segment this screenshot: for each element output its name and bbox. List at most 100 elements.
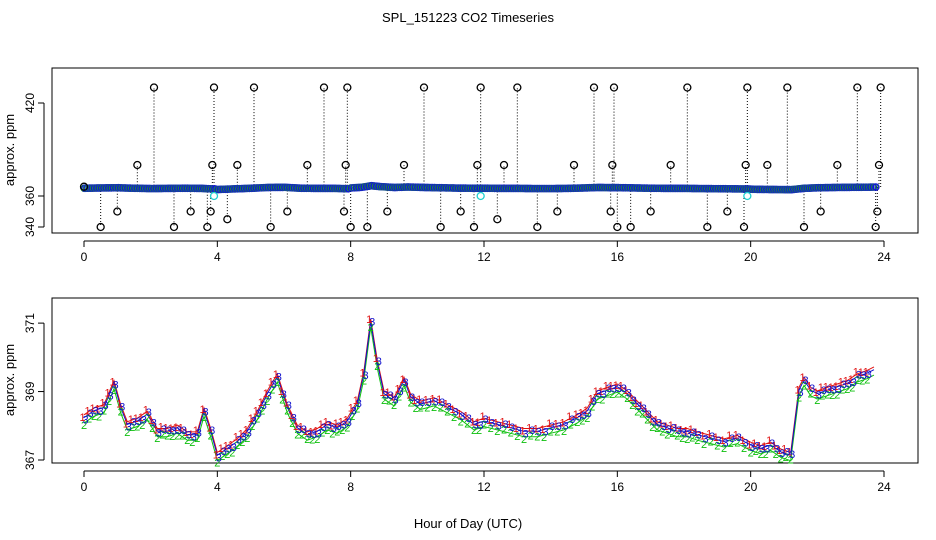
series-marker-3: 3 <box>729 433 735 445</box>
series-marker-3: 3 <box>196 428 202 440</box>
series-marker-3: 3 <box>191 432 197 444</box>
series-marker-2: 2 <box>349 411 355 423</box>
spike-point <box>343 83 352 92</box>
series-marker-2: 2 <box>859 375 865 387</box>
series-marker-1: 1 <box>633 398 639 410</box>
series-marker-1: 1 <box>833 381 839 393</box>
cyan-point <box>476 191 485 201</box>
series-marker-1: 1 <box>123 419 129 431</box>
spike-point <box>96 222 105 232</box>
series-marker-3: 3 <box>246 427 252 439</box>
series-marker-3: 3 <box>276 371 282 383</box>
series-marker-2: 2 <box>464 419 470 431</box>
series-marker-2: 2 <box>289 418 295 430</box>
spike-point <box>553 207 562 216</box>
series-marker-2: 2 <box>194 433 200 445</box>
series-marker-2: 2 <box>701 439 707 451</box>
series-marker-3: 3 <box>351 405 357 417</box>
series-marker-3: 3 <box>151 418 157 430</box>
series-marker-1: 1 <box>384 387 390 399</box>
series-marker-1: 1 <box>673 422 679 434</box>
series-marker-3: 3 <box>266 391 272 403</box>
series-marker-1: 1 <box>359 367 365 379</box>
series-marker-3: 3 <box>296 424 302 436</box>
series-marker-3: 3 <box>82 415 88 427</box>
series-marker-2: 2 <box>481 419 487 431</box>
series-marker-3: 3 <box>769 438 775 450</box>
series-marker-1: 1 <box>546 418 552 430</box>
series-marker-2: 2 <box>219 451 225 463</box>
series-marker-2: 2 <box>106 396 112 408</box>
series-marker-1: 1 <box>739 435 745 447</box>
series-marker-1: 1 <box>436 394 442 406</box>
series-marker-2: 2 <box>438 402 444 414</box>
series-marker-1: 1 <box>348 403 354 415</box>
series-marker-1: 1 <box>828 382 834 394</box>
series-marker-2: 2 <box>599 394 605 406</box>
series-marker-1: 1 <box>389 392 395 404</box>
series-marker-1: 1 <box>593 386 599 398</box>
spike-point <box>783 83 792 92</box>
series-marker-1: 1 <box>766 435 772 447</box>
series-marker-2: 2 <box>396 392 402 404</box>
series-marker-3: 3 <box>516 426 522 438</box>
series-marker-3: 3 <box>606 383 612 395</box>
series-marker-1: 1 <box>248 413 254 425</box>
series-marker-1: 1 <box>449 404 455 416</box>
spike-point <box>666 160 675 170</box>
series-marker-1: 1 <box>353 395 359 407</box>
series-marker-1: 1 <box>863 366 869 378</box>
series-marker-3: 3 <box>866 369 872 381</box>
series-marker-3: 3 <box>97 406 103 418</box>
spike-point <box>223 215 232 224</box>
series-marker-2: 2 <box>508 427 514 439</box>
series-marker-3: 3 <box>231 442 237 454</box>
series-marker-2: 2 <box>604 389 610 401</box>
series-marker-3: 3 <box>362 370 368 382</box>
series-marker-1: 1 <box>233 432 239 444</box>
series-marker-3: 3 <box>661 421 667 433</box>
series-marker-1: 1 <box>479 411 485 423</box>
series-marker-1: 1 <box>268 376 274 388</box>
spike-point <box>469 222 479 232</box>
series-marker-1: 1 <box>283 398 289 410</box>
x-axis-label: Hour of Day (UTC) <box>414 516 522 531</box>
series-marker-2: 2 <box>361 376 367 388</box>
series-marker-2: 2 <box>548 426 554 438</box>
series-marker-1: 1 <box>618 380 624 392</box>
series-marker-2: 2 <box>174 430 180 442</box>
series-marker-2: 2 <box>139 420 145 432</box>
series-marker-1: 1 <box>513 423 519 435</box>
bottom-x-tick-label: 0 <box>81 480 88 494</box>
series-marker-3: 3 <box>611 383 617 395</box>
series-marker-2: 2 <box>86 414 92 426</box>
series-marker-1: 1 <box>293 421 299 433</box>
spike-point <box>613 222 622 232</box>
series-marker-2: 2 <box>299 430 305 442</box>
series-marker-3: 3 <box>87 408 93 420</box>
series-marker-1: 1 <box>653 415 659 427</box>
series-marker-1: 1 <box>813 387 819 399</box>
series-marker-2: 2 <box>96 412 102 424</box>
series-marker-3: 3 <box>387 390 393 402</box>
series-marker-2: 2 <box>189 437 195 449</box>
series-marker-1: 1 <box>843 376 849 388</box>
series-marker-2: 2 <box>561 426 567 438</box>
series-marker-3: 3 <box>171 426 177 438</box>
series-marker-2: 2 <box>708 437 714 449</box>
series-marker-3: 3 <box>779 448 785 460</box>
series-marker-2: 2 <box>124 427 130 439</box>
top-x-tick-label: 24 <box>877 250 891 264</box>
series-marker-3: 3 <box>261 400 267 412</box>
series-marker-2: 2 <box>644 415 650 427</box>
series-marker-3: 3 <box>522 428 528 440</box>
series-marker-3: 3 <box>641 403 647 415</box>
series-marker-2: 2 <box>259 405 265 417</box>
series-marker-3: 3 <box>831 385 837 397</box>
spike-point <box>233 160 242 170</box>
series-marker-2: 2 <box>694 435 700 447</box>
spike-point <box>473 160 482 170</box>
top-x-tick-label: 20 <box>744 250 758 264</box>
series-marker-3: 3 <box>836 384 842 396</box>
series-marker-3: 3 <box>477 420 483 432</box>
